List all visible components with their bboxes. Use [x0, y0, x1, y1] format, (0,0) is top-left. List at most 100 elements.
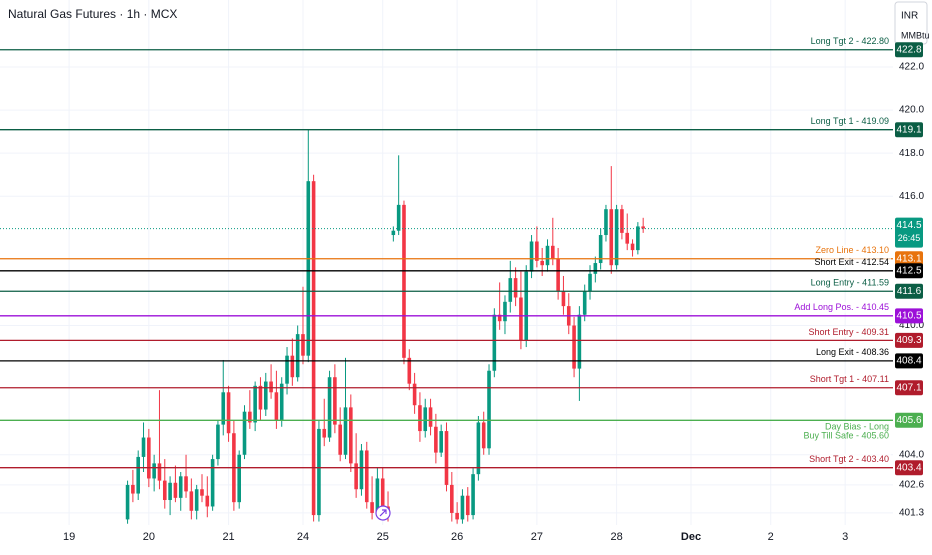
candle-body	[205, 495, 210, 507]
candle-body	[349, 407, 353, 464]
level-label-bg	[820, 301, 891, 313]
candle-body	[407, 357, 412, 384]
candle-body	[540, 260, 544, 266]
candle-body	[258, 385, 263, 410]
candle-body	[444, 431, 449, 485]
candle-body	[194, 489, 199, 511]
level-label: Add Long Pos. - 410.45	[794, 302, 889, 312]
x-tick-label: 3	[842, 531, 848, 543]
candle-body	[423, 407, 428, 432]
level-label-bg	[820, 35, 891, 47]
candle-body	[322, 428, 327, 438]
candle-body	[333, 377, 337, 425]
candle-body	[396, 204, 401, 231]
level-label: Short Tgt 1 - 407.11	[810, 374, 889, 384]
level-label-bg	[820, 346, 891, 358]
candle-body	[141, 437, 146, 457]
level-price-label: 411.6	[897, 286, 922, 297]
y-tick-label: 422.0	[899, 62, 924, 73]
candle-body	[301, 334, 305, 356]
event-arrow	[379, 509, 387, 517]
candle-body	[263, 381, 268, 410]
level-label: Zero Line - 413.10	[815, 245, 889, 255]
level-price-label: 405.6	[896, 415, 921, 426]
level-price-label: 409.3	[896, 335, 921, 346]
level-price-box	[895, 380, 923, 396]
level-label-bg	[820, 373, 891, 385]
candle-body	[242, 411, 247, 455]
candle-body	[248, 411, 252, 423]
candle-body	[471, 474, 475, 516]
level-label: Long Entry - 411.59	[811, 278, 889, 288]
price-axis: 422.0 420.0 418.0 416.0 410.0 404.0 402.6 401.3	[899, 62, 924, 519]
candle-body	[375, 478, 380, 513]
level-price-box	[895, 412, 923, 428]
level-label: Day Bias - Long	[825, 422, 889, 432]
candle-body	[412, 383, 417, 406]
candle-body	[598, 235, 603, 264]
level-price-box	[895, 460, 923, 476]
candle-body	[338, 424, 342, 455]
currency: INR	[901, 11, 918, 22]
candle-body	[237, 454, 241, 503]
candle-body	[524, 271, 529, 341]
level-price-box	[895, 353, 923, 369]
candle-body	[306, 181, 311, 356]
candle-body	[519, 297, 523, 341]
level-label: Short Entry - 409.31	[808, 327, 889, 337]
candle-body	[604, 209, 608, 236]
x-tick-label: 20	[143, 531, 155, 543]
level-label-bg	[820, 115, 891, 127]
candle-body	[630, 243, 635, 251]
candle-body	[460, 495, 465, 520]
level-price-label: 413.1	[896, 253, 921, 264]
candle-body	[173, 482, 178, 498]
candle-body	[295, 334, 300, 378]
candle-body	[402, 204, 406, 358]
candle-body	[189, 491, 194, 511]
level-price-box	[895, 283, 923, 299]
x-tick-label: 25	[377, 531, 389, 543]
candle-body	[311, 181, 316, 516]
y-tick-label: 401.3	[899, 508, 924, 519]
level-label: Buy Till Safe - 405.60	[803, 431, 889, 441]
candle-body	[620, 209, 624, 233]
candle-body	[226, 392, 231, 434]
candle-body	[131, 484, 135, 494]
x-tick-label: 24	[297, 531, 309, 543]
last-price-box	[895, 217, 923, 248]
level-label-bg	[820, 277, 891, 289]
x-tick-label: Dec	[681, 531, 701, 543]
candle-body	[157, 463, 162, 481]
candle-body	[136, 456, 141, 494]
level-label-bg	[820, 453, 891, 465]
y-tick-label: 410.0	[899, 320, 924, 331]
candle-body	[551, 245, 555, 259]
chart-title: Natural Gas Futures · 1h · MCX	[8, 7, 177, 21]
level-label: Long Tgt 2 - 422.80	[811, 36, 889, 46]
candle-body	[370, 502, 374, 513]
candle-body	[428, 407, 433, 427]
candle-body	[418, 405, 422, 432]
x-tick-label: 26	[451, 531, 463, 543]
y-tick-label: 420.0	[899, 105, 924, 116]
candle-body	[290, 355, 295, 378]
candle-body	[391, 230, 396, 236]
level-price-box	[895, 263, 923, 279]
candle-body	[508, 278, 513, 302]
level-label: Short Exit - 412.54	[814, 257, 889, 267]
event-icon[interactable]	[375, 505, 391, 521]
candle-body	[487, 370, 491, 449]
candle-body	[556, 258, 560, 292]
candle-body	[450, 484, 454, 513]
candle-body	[216, 424, 220, 460]
level-price-box	[895, 122, 923, 138]
level-price-box	[895, 332, 923, 348]
candle-body	[535, 241, 539, 261]
level-price-label: 419.1	[896, 124, 921, 135]
candle-body	[625, 232, 630, 244]
x-tick-label: 21	[222, 531, 234, 543]
candle-body	[317, 428, 321, 516]
candle-body	[476, 422, 481, 475]
y-tick-label: 404.0	[899, 449, 924, 460]
